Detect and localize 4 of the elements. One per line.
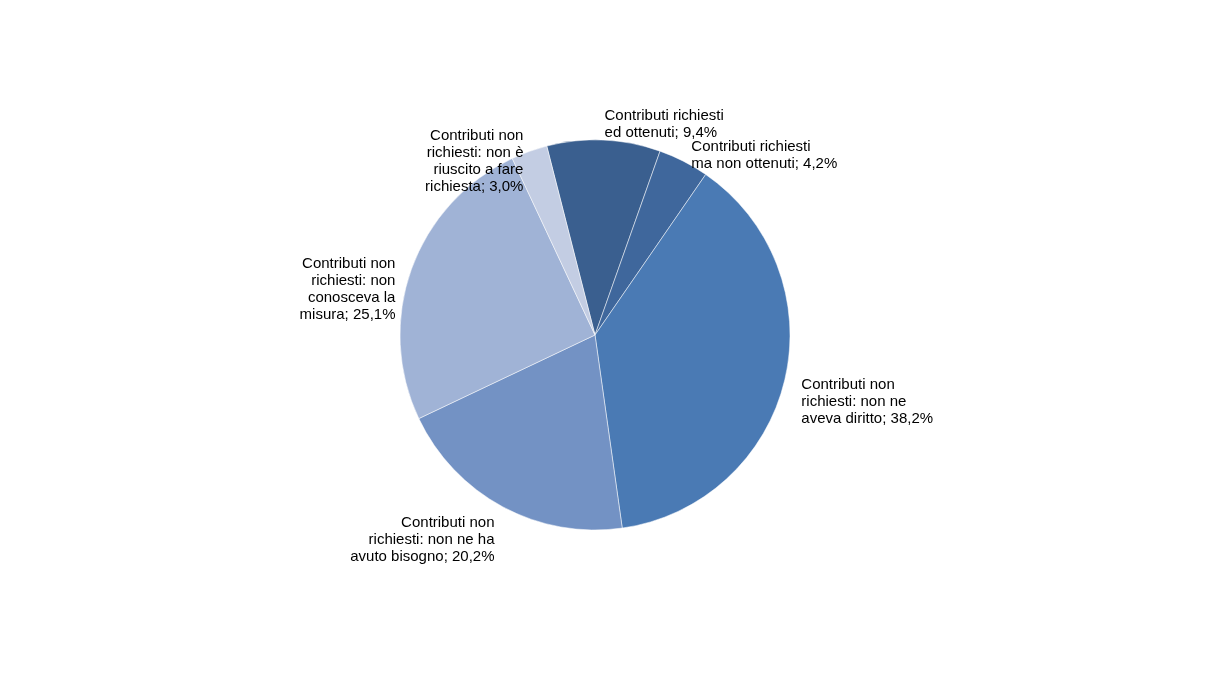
slice-label: Contributi non richiesti: non conosceva la misura; 25,1% [299,254,397,323]
slice-label: Contributi non richiesti: non ne aveva diritto; 38,2% [801,374,934,426]
slice-label: Contributi non richiesti: non è riuscito a fare richiesta; 3,0% [425,126,524,195]
slice-label: Contributi non richiesti: non ne ha avuto bisogno; 20,2% [350,512,496,564]
